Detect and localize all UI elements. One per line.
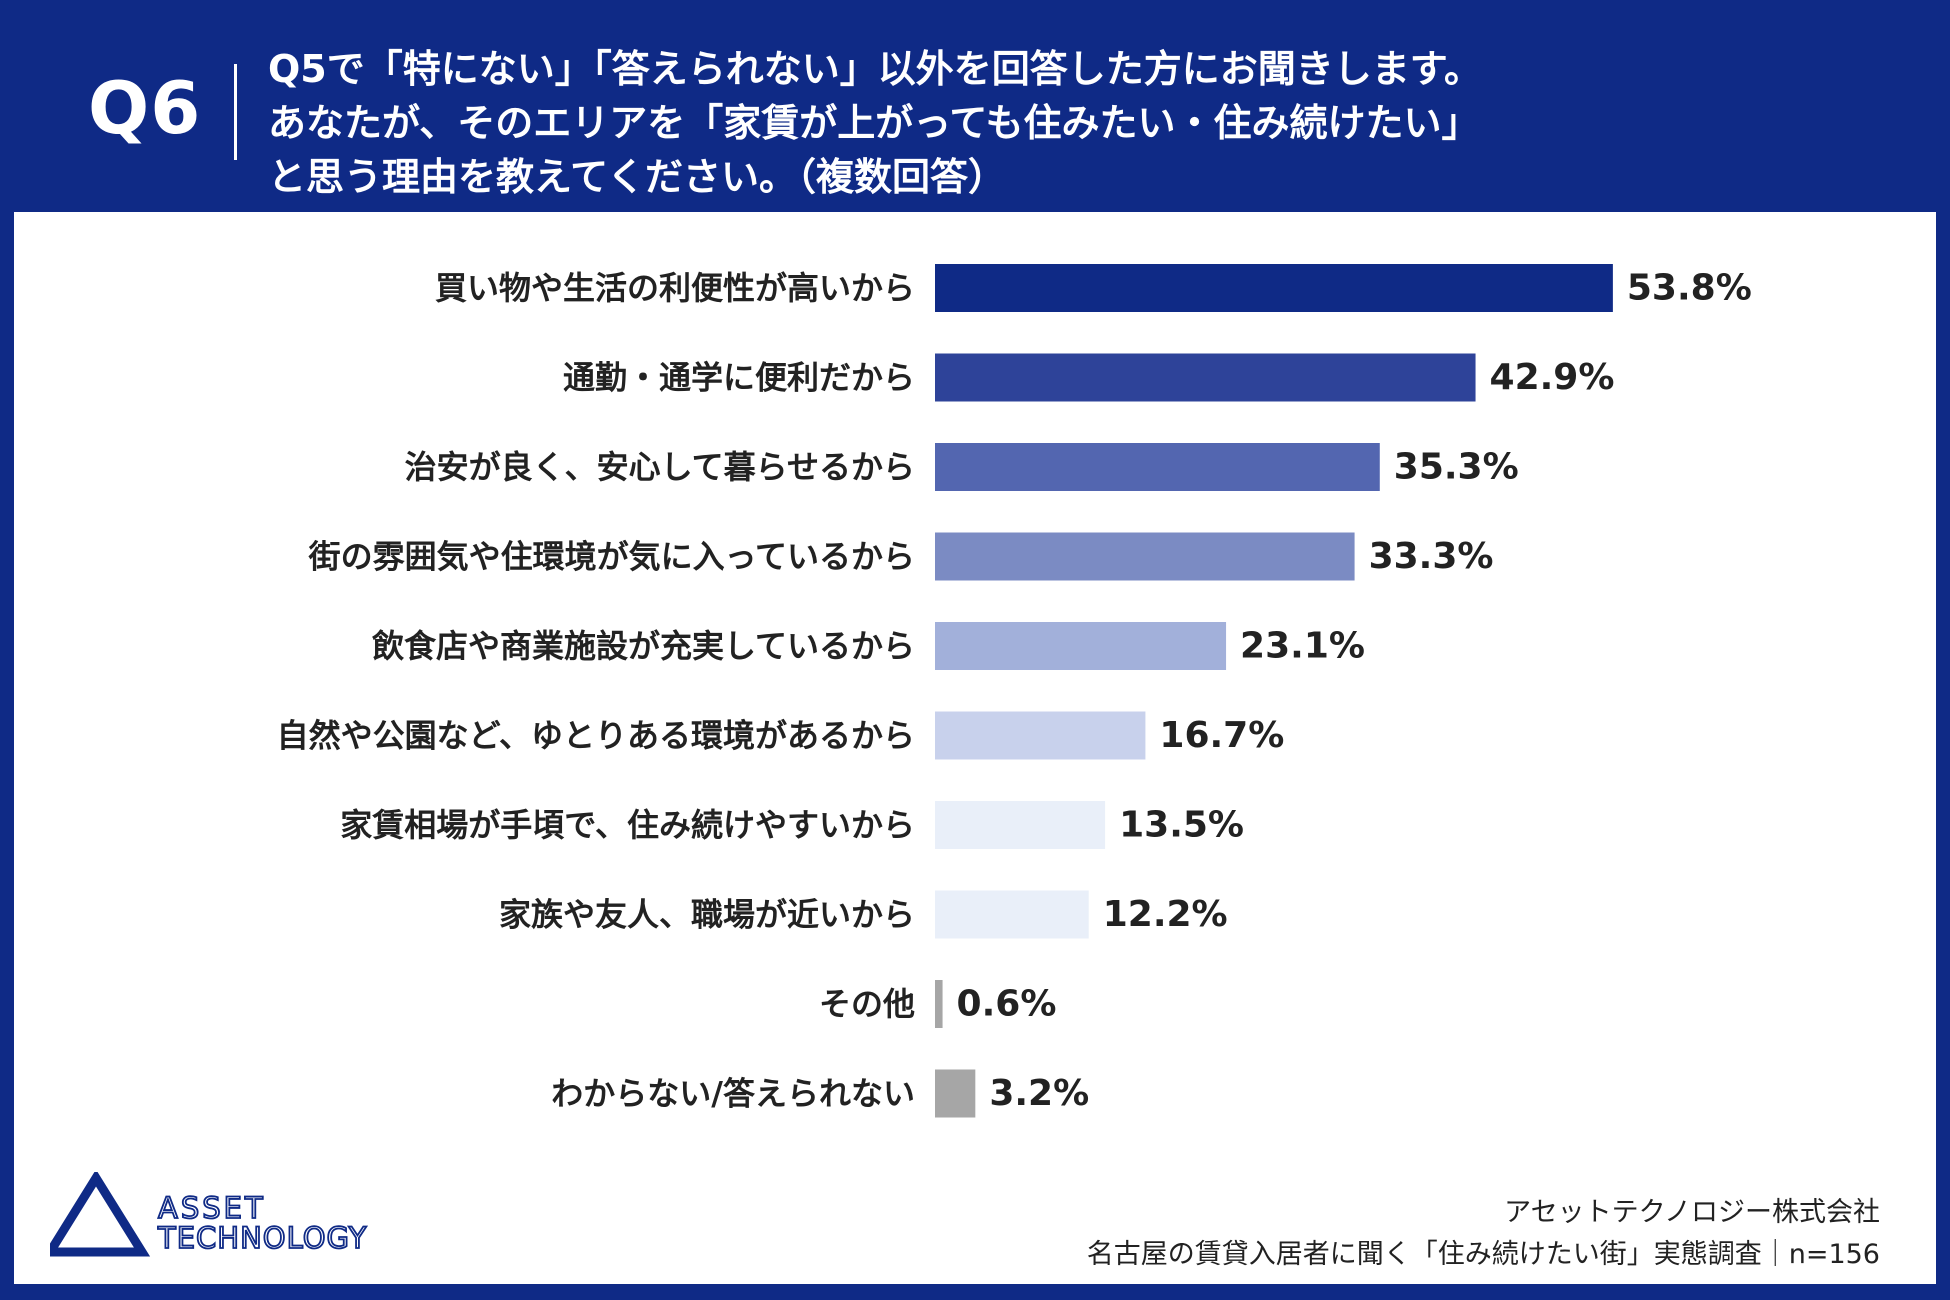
survey-title: 名古屋の賃貸入居者に聞く「住み続けたい街」実態調査｜n=156 (1086, 1239, 1880, 1270)
question-line-3: と思う理由を教えてください。（複数回答） (268, 155, 1006, 199)
category-label: わからない/答えられない (551, 1075, 915, 1113)
logo-triangle-icon (50, 1172, 151, 1257)
company-name: アセットテクノロジー株式会社 (1504, 1197, 1880, 1228)
header-divider (234, 64, 237, 160)
category-label: 家族や友人、職場が近いから (499, 896, 915, 934)
value-label: 53.8% (1627, 268, 1752, 309)
question-line-1: Q5で「特にない」「答えられない」以外を回答した方にお聞きします。 (268, 47, 1482, 91)
question-number: Q6 (88, 66, 202, 150)
category-label: 街の雰囲気や住環境が気に入っているから (308, 538, 915, 576)
bar-chart: 買い物や生活の利便性が高いから 53.8% 通勤・通学に便利だから 42.9% 治安が良… (277, 264, 1752, 1118)
value-label: 12.2% (1103, 894, 1228, 935)
bar (935, 353, 1476, 402)
logo-text-technology: TECHNOLOGY (157, 1221, 367, 1255)
bar (935, 711, 1146, 760)
value-label: 42.9% (1490, 357, 1615, 398)
value-label: 23.1% (1240, 626, 1365, 667)
category-label: 治安が良く、安心して暮らせるから (405, 448, 915, 486)
category-label: 通勤・通学に便利だから (563, 359, 915, 397)
asset-technology-logo: ASSET TECHNOLOGY (50, 1172, 367, 1257)
category-label: 自然や公園など、ゆとりある環境があるから (277, 717, 915, 755)
bar (935, 532, 1355, 581)
category-label: 買い物や生活の利便性が高いから (435, 269, 915, 307)
value-label: 35.3% (1394, 447, 1519, 488)
value-label: 33.3% (1369, 536, 1494, 577)
bar (935, 622, 1227, 670)
bar (935, 980, 943, 1028)
bar (935, 1069, 976, 1118)
question-text: Q5で「特にない」「答えられない」以外を回答した方にお聞きします。 あなたが、そ… (268, 42, 1482, 204)
bar (935, 264, 1613, 312)
category-label: 家賃相場が手頃で、住み続けやすいから (340, 806, 915, 844)
logo-text-asset: ASSET (158, 1191, 266, 1225)
category-label: 飲食店や商業施設が充実しているから (372, 627, 915, 665)
header: Q6 Q5で「特にない」「答えられない」以外を回答した方にお聞きします。 あなた… (0, 0, 1950, 210)
value-label: 13.5% (1119, 805, 1244, 846)
value-label: 3.2% (989, 1073, 1089, 1114)
footer: アセットテクノロジー株式会社 名古屋の賃貸入居者に聞く「住み続けたい街」実態調査… (1087, 1192, 1880, 1276)
bar (935, 801, 1106, 849)
bar (935, 443, 1380, 491)
value-label: 16.7% (1159, 715, 1284, 756)
bar (935, 890, 1089, 939)
question-line-2: あなたが、そのエリアを「家賃が上がっても住みたい・住み続けたい」 (268, 101, 1480, 145)
category-label: その他 (819, 985, 915, 1023)
chart-panel: 買い物や生活の利便性が高いから 53.8% 通勤・通学に便利だから 42.9% 治安が良… (14, 212, 1936, 1284)
value-label: 0.6% (957, 984, 1057, 1025)
